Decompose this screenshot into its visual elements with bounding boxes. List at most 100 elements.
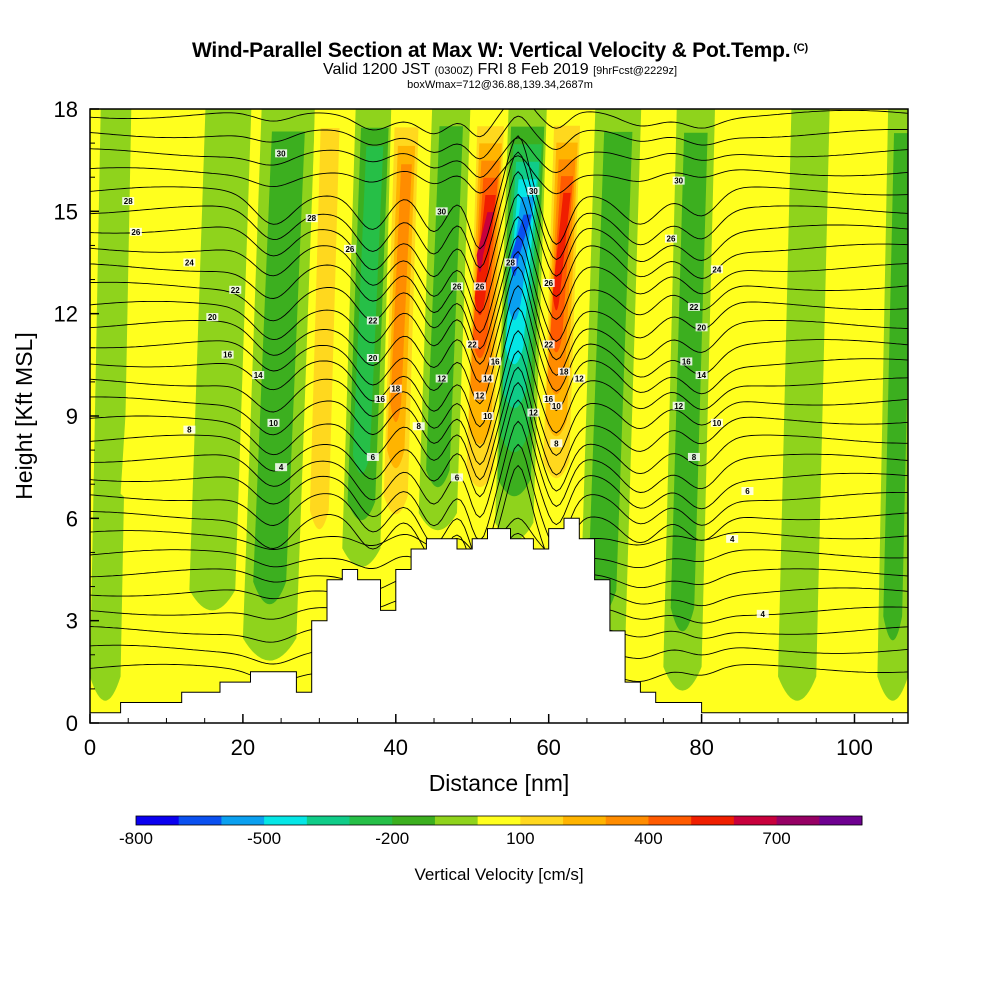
theta-label: 26 bbox=[665, 234, 678, 244]
theta-label: 30 bbox=[527, 186, 540, 196]
theta-label: 16 bbox=[542, 394, 555, 404]
theta-label: 8 bbox=[687, 452, 700, 462]
theta-label: 26 bbox=[450, 282, 463, 291]
theta-label: 22 bbox=[366, 316, 379, 325]
svg-text:12: 12 bbox=[674, 402, 683, 411]
theta-isentrope bbox=[90, 137, 908, 178]
forecast-info: [9hrFcst@2229z] bbox=[593, 65, 678, 77]
copyright-mark: (C) bbox=[793, 42, 808, 54]
y-tick-label: 3 bbox=[66, 609, 78, 634]
svg-text:24: 24 bbox=[185, 259, 194, 268]
y-axis: 0 3 6 9 12 15 18 bbox=[54, 97, 99, 736]
velocity-cell bbox=[579, 109, 642, 671]
x-axis: 0 20 40 60 80 100 bbox=[84, 714, 894, 760]
theta-label: 16 bbox=[489, 357, 502, 366]
valid-date: FRI 8 Feb 2019 bbox=[477, 61, 589, 78]
svg-text:14: 14 bbox=[254, 371, 263, 380]
svg-text:4: 4 bbox=[279, 463, 284, 472]
svg-text:16: 16 bbox=[491, 357, 500, 366]
theta-isentrope bbox=[90, 135, 908, 250]
colorbar-tick-label: -500 bbox=[247, 829, 281, 848]
svg-text:28: 28 bbox=[307, 214, 316, 223]
terrain-mask bbox=[90, 517, 908, 723]
colorbar-segment bbox=[392, 816, 436, 825]
valid-utc: (0300Z) bbox=[434, 65, 473, 77]
theta-isentrope bbox=[90, 381, 908, 498]
chart-title: Wind-Parallel Section at Max W: Vertical… bbox=[0, 36, 1000, 63]
svg-text:26: 26 bbox=[667, 235, 676, 244]
theta-isentrope bbox=[90, 420, 908, 542]
theta-label: 6 bbox=[366, 452, 379, 462]
svg-text:26: 26 bbox=[131, 228, 140, 237]
svg-text:12: 12 bbox=[475, 392, 484, 401]
colorbar-segment bbox=[264, 816, 308, 825]
theta-isentrope bbox=[90, 443, 908, 563]
theta-label: 12 bbox=[473, 391, 486, 401]
theta-label: 28 bbox=[504, 258, 517, 268]
x-tick-label: 100 bbox=[836, 735, 873, 760]
theta-isentrope bbox=[90, 216, 908, 334]
theta-label: 16 bbox=[221, 350, 234, 360]
theta-isentrope bbox=[90, 464, 908, 581]
theta-label: 6 bbox=[450, 473, 463, 482]
velocity-band bbox=[253, 131, 305, 605]
theta-label: 22 bbox=[466, 340, 479, 349]
colorbar-segment bbox=[520, 816, 564, 825]
colorbar-tick-label: 700 bbox=[762, 829, 790, 848]
svg-text:30: 30 bbox=[437, 207, 446, 216]
colorbar-segment bbox=[434, 816, 479, 825]
box-info: boxWmax=712@36.88,139.34,2687m bbox=[407, 79, 593, 91]
theta-label: 20 bbox=[366, 354, 379, 363]
theta-label: 28 bbox=[305, 214, 318, 223]
y-tick-label: 9 bbox=[66, 404, 78, 429]
theta-contours bbox=[90, 109, 908, 690]
theta-label: 26 bbox=[473, 282, 486, 291]
x-tick-label: 20 bbox=[231, 735, 255, 760]
svg-text:20: 20 bbox=[697, 323, 706, 332]
theta-isentrope bbox=[90, 155, 908, 195]
theta-isentrope bbox=[90, 109, 908, 138]
theta-label: 28 bbox=[122, 197, 135, 206]
svg-text:22: 22 bbox=[689, 303, 698, 312]
svg-text:16: 16 bbox=[544, 395, 553, 404]
svg-text:8: 8 bbox=[554, 439, 559, 448]
svg-text:22: 22 bbox=[231, 286, 240, 295]
svg-text:30: 30 bbox=[529, 187, 538, 196]
theta-label: 30 bbox=[672, 176, 685, 186]
theta-label: 18 bbox=[557, 367, 570, 377]
theta-label: 12 bbox=[435, 374, 448, 383]
svg-text:22: 22 bbox=[468, 340, 477, 349]
velocity-cell bbox=[120, 109, 214, 511]
theta-isentrope bbox=[90, 266, 908, 383]
x-axis-title: Distance [nm] bbox=[429, 770, 570, 796]
theta-isentrope bbox=[90, 250, 908, 365]
theta-isentrope bbox=[90, 285, 908, 405]
svg-text:6: 6 bbox=[745, 487, 750, 496]
theta-label: 12 bbox=[573, 374, 586, 383]
theta-label: 4 bbox=[726, 534, 739, 544]
svg-text:26: 26 bbox=[345, 245, 354, 254]
svg-text:28: 28 bbox=[506, 259, 515, 268]
velocity-band bbox=[90, 109, 132, 701]
svg-text:16: 16 bbox=[682, 357, 691, 366]
svg-text:16: 16 bbox=[223, 351, 232, 360]
theta-contour-labels: 28 26 24 22 20 16 14 8 10 4 30 28 26 22 20 16 6 18 12 8 6 30 2… bbox=[122, 149, 769, 619]
svg-text:8: 8 bbox=[692, 453, 697, 462]
theta-label: 26 bbox=[129, 227, 142, 237]
theta-isentrope bbox=[90, 151, 908, 269]
theta-label: 12 bbox=[672, 401, 685, 411]
theta-isentrope bbox=[90, 193, 908, 314]
theta-label: 30 bbox=[435, 207, 448, 216]
velocity-cell bbox=[418, 109, 471, 531]
x-tick-label: 0 bbox=[84, 735, 96, 760]
colorbar-tick-label: 400 bbox=[634, 829, 662, 848]
theta-label: 18 bbox=[389, 384, 402, 394]
theta-label: 26 bbox=[343, 244, 356, 254]
colorbar-segment bbox=[563, 816, 607, 825]
svg-text:18: 18 bbox=[391, 385, 400, 394]
theta-label: 24 bbox=[710, 265, 723, 274]
y-tick-label: 0 bbox=[66, 711, 78, 736]
velocity-cell bbox=[304, 109, 346, 578]
theta-isentrope bbox=[90, 330, 908, 449]
theta-isentrope bbox=[90, 307, 908, 428]
